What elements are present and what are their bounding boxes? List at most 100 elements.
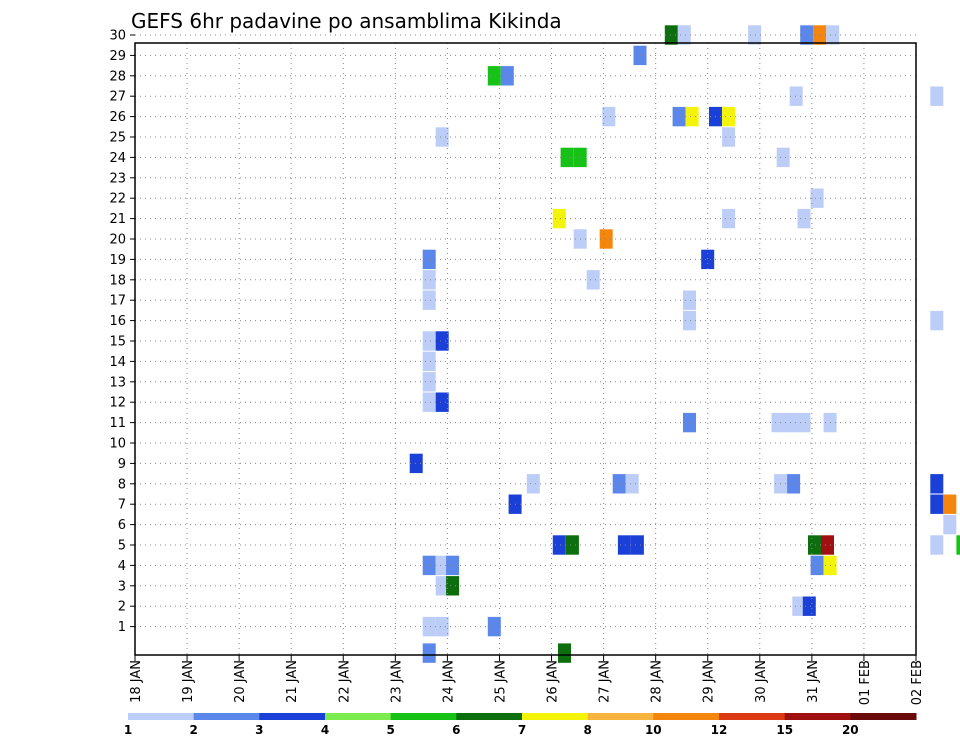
- y-tick-label: 28: [109, 69, 126, 84]
- cells-layer: [409, 25, 960, 663]
- legend-swatch: [522, 713, 589, 720]
- legend-swatch: [456, 713, 523, 720]
- legend-label: 12: [711, 723, 728, 737]
- precip-cell: [808, 535, 821, 555]
- x-tick-label: 23 JAN: [389, 660, 404, 703]
- precip-cell: [683, 412, 696, 433]
- x-tick-label: 22 JAN: [337, 660, 352, 703]
- x-tick-label: 26 JAN: [546, 660, 561, 703]
- y-tick-label: 22: [109, 192, 126, 207]
- legend-label: 6: [452, 723, 460, 737]
- precip-cell: [821, 535, 834, 555]
- precip-cell: [800, 25, 814, 45]
- precip-cell: [552, 535, 566, 555]
- precip-cell: [422, 372, 436, 392]
- x-tick-label: 21 JAN: [285, 660, 300, 703]
- precip-cell: [683, 290, 696, 310]
- legend-label: 3: [255, 723, 263, 737]
- legend-label: 20: [842, 723, 859, 737]
- precip-cell: [487, 616, 501, 637]
- y-tick-label: 20: [109, 233, 126, 248]
- precip-cell: [677, 25, 691, 45]
- y-tick-label: 26: [109, 110, 126, 125]
- colorbar-legend: 1 2 3 4 5 6 7 8 10 12 15 20: [124, 713, 917, 737]
- precip-cell: [930, 474, 944, 494]
- x-tick-label: 01 FEB: [858, 660, 873, 705]
- precip-cell: [748, 25, 762, 45]
- y-tick-label: 21: [109, 212, 126, 227]
- precip-cell: [435, 616, 449, 637]
- precip-cell: [771, 412, 785, 433]
- legend-label: 2: [190, 723, 198, 737]
- legend-label: 4: [321, 723, 329, 737]
- plot-frame: [134, 42, 917, 656]
- precip-cell: [787, 474, 801, 494]
- precip-cell: [722, 208, 736, 229]
- precip-cell: [664, 25, 678, 45]
- precip-cell: [930, 310, 944, 331]
- precip-cell: [930, 535, 944, 555]
- precip-cell: [435, 576, 449, 596]
- y-tick-label: 13: [109, 375, 126, 390]
- legend-label: 5: [387, 723, 395, 737]
- y-tick-label: 29: [109, 49, 126, 64]
- precip-cell: [630, 535, 644, 555]
- y-tick-label: 25: [109, 131, 126, 146]
- precip-cell: [797, 208, 811, 229]
- precip-cell: [422, 351, 436, 372]
- precip-cell: [685, 106, 699, 127]
- y-tick-label: 5: [118, 539, 126, 554]
- precip-cell: [422, 270, 436, 290]
- y-tick-label: 24: [109, 151, 126, 166]
- legend-swatch: [193, 713, 260, 720]
- precip-cell: [409, 453, 423, 474]
- legend-label: 8: [584, 723, 592, 737]
- precip-cell: [558, 643, 571, 663]
- x-tick-label: 24 JAN: [441, 660, 456, 703]
- y-tick-label: 17: [109, 294, 126, 309]
- precip-cell: [930, 86, 944, 106]
- x-tick-label: 02 FEB: [910, 660, 925, 705]
- precip-cell: [422, 249, 436, 270]
- legend-label: 7: [518, 723, 526, 737]
- y-tick-label: 3: [118, 579, 126, 594]
- precip-cell: [802, 596, 816, 616]
- precip-cell: [500, 66, 514, 86]
- precip-cell: [422, 616, 436, 637]
- y-tick-label: 16: [109, 314, 126, 329]
- y-tick-label: 8: [118, 477, 126, 492]
- legend-swatch: [128, 713, 195, 720]
- precip-cell: [797, 412, 811, 433]
- precip-cell: [422, 555, 436, 576]
- legend-label: 15: [776, 723, 793, 737]
- x-tick-label: 25 JAN: [493, 660, 508, 703]
- precip-cell: [683, 310, 696, 331]
- precip-cell: [625, 474, 639, 494]
- precip-cell: [930, 494, 944, 514]
- x-tick-label: 30 JAN: [754, 660, 769, 703]
- y-tick-label: 1: [118, 620, 126, 635]
- precip-cell: [599, 229, 613, 249]
- precip-cell: [672, 106, 686, 127]
- y-tick-label: 30: [109, 29, 126, 44]
- legend-label: 1: [124, 723, 132, 737]
- x-tick-label: 31 JAN: [806, 660, 821, 703]
- precip-cell: [722, 127, 736, 147]
- precip-cell: [826, 25, 840, 45]
- legend-swatch: [259, 713, 326, 720]
- precip-cell: [422, 290, 436, 310]
- precip-cell: [422, 331, 436, 351]
- precip-cell: [586, 270, 600, 290]
- legend-swatch: [390, 713, 457, 720]
- y-tick-label: 6: [118, 518, 126, 533]
- y-tick-label: 15: [109, 335, 126, 350]
- precip-cell: [560, 147, 574, 168]
- precip-cell: [565, 535, 579, 555]
- chart-title: GEFS 6hr padavine po ansamblima Kikinda: [131, 9, 562, 33]
- precip-cell: [810, 188, 824, 208]
- precip-cell: [422, 643, 436, 663]
- precip-cell: [446, 576, 460, 596]
- precip-cell: [792, 596, 806, 616]
- legend-swatch: [850, 713, 917, 720]
